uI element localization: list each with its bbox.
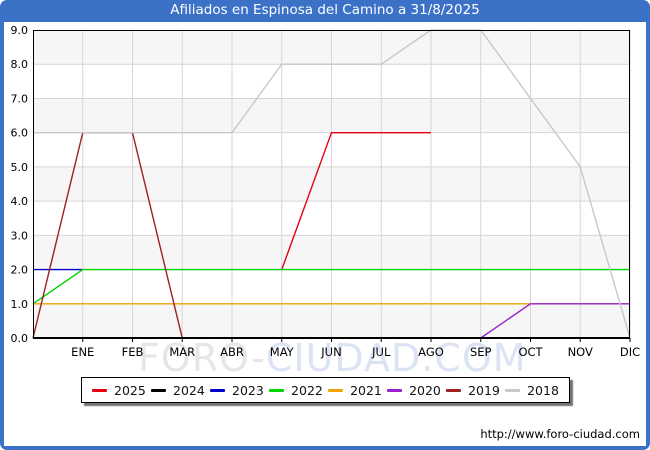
- watermark: FORO-CIUDAD.COM: [138, 336, 527, 380]
- x-month-label: DIC: [620, 345, 640, 359]
- series-line-2018: [33, 29, 631, 339]
- legend-item-2024: 2024: [151, 383, 205, 398]
- series-line-2025: [281, 131, 431, 270]
- legend-label-2023: 2023: [232, 382, 264, 398]
- x-month-label: SEP: [470, 345, 492, 359]
- x-month-label: AGO: [418, 345, 444, 359]
- legend-label-2021: 2021: [350, 382, 382, 398]
- legend-item-2021: 2021: [328, 383, 382, 398]
- chart-title: Afiliados en Espinosa del Camino a 31/8/…: [170, 2, 480, 18]
- x-month-label: OCT: [518, 345, 543, 359]
- y-tick-label: 5.0: [11, 161, 29, 174]
- x-month-label: ABR: [220, 345, 244, 359]
- legend-dash-2019: [446, 388, 462, 392]
- legend-item-2018: 2018: [505, 383, 559, 398]
- legend-label-2020: 2020: [409, 382, 441, 398]
- y-tick-label: 7.0: [11, 92, 29, 105]
- x-month-label: JUL: [371, 345, 391, 359]
- legend-item-2020: 2020: [387, 383, 441, 398]
- chart-background: [4, 22, 646, 446]
- y-tick-label: 9.0: [11, 24, 29, 37]
- x-month-label: MAR: [169, 345, 195, 359]
- y-tick-label: 0.0: [11, 332, 29, 345]
- title-bar: Afiliados en Espinosa del Camino a 31/8/…: [0, 0, 650, 22]
- x-month-label: JUN: [320, 345, 341, 359]
- y-tick-label: 1.0: [11, 298, 29, 311]
- y-tick-label: 2.0: [11, 264, 29, 277]
- legend-label-2018: 2018: [527, 382, 559, 398]
- legend-dash-2024: [151, 388, 167, 392]
- footer-url[interactable]: http://www.foro-ciudad.com: [480, 427, 640, 441]
- x-month-label: ENE: [71, 345, 94, 359]
- legend-label-2022: 2022: [291, 382, 323, 398]
- x-month-label: NOV: [568, 345, 593, 359]
- legend-item-2025: 2025: [92, 383, 146, 398]
- legend-item-2022: 2022: [269, 383, 323, 398]
- x-month-label: FEB: [122, 345, 144, 359]
- legend-dash-2018: [505, 388, 521, 392]
- legend-label-2025: 2025: [114, 382, 146, 398]
- x-month-label: MAY: [270, 345, 295, 359]
- series-line-2022: [32, 268, 630, 305]
- y-tick-label: 4.0: [11, 195, 29, 208]
- legend-label-2024: 2024: [173, 382, 205, 398]
- legend-dash-2023: [210, 388, 226, 392]
- legend-item-2019: 2019: [446, 383, 500, 398]
- legend-dash-2022: [269, 388, 285, 392]
- y-tick-label: 6.0: [11, 127, 29, 140]
- y-tick-label: 8.0: [11, 58, 29, 71]
- legend-item-2023: 2023: [210, 383, 264, 398]
- legend: 2025 2024 2023 2022 2021 2020 2019 2018: [81, 377, 570, 403]
- legend-dash-2025: [92, 388, 107, 392]
- legend-dash-2021: [328, 388, 344, 392]
- y-tick-label: 3.0: [11, 229, 29, 242]
- legend-dash-2020: [387, 388, 403, 392]
- legend-label-2019: 2019: [468, 382, 500, 398]
